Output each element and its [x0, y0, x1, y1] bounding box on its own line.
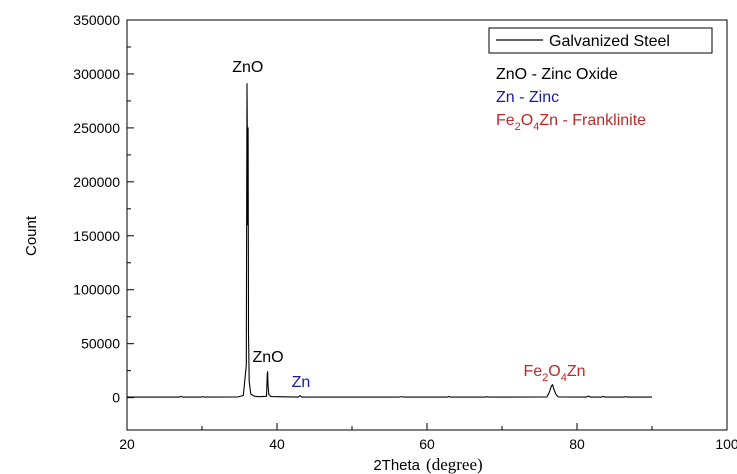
y-tick-label: 300000	[73, 66, 120, 82]
x-tick-label: 60	[419, 436, 435, 452]
x-tick-label: 20	[119, 436, 135, 452]
peak-label: ZnO	[232, 59, 263, 76]
x-tick-label: 40	[269, 436, 285, 452]
x-tick-label: 80	[569, 436, 585, 452]
y-tick-label: 100000	[73, 282, 120, 298]
legend-series-label: Galvanized Steel	[549, 33, 670, 50]
x-tick-label: 100	[715, 436, 737, 452]
legend-notes: ZnO - Zinc Oxide Zn - Zinc Fe2O4Zn - Frank…	[496, 66, 646, 133]
series-line	[127, 83, 652, 398]
series-layer	[127, 83, 652, 398]
peak-label: Zn	[292, 374, 311, 391]
legend-note: Zn - Zinc	[496, 89, 559, 106]
y-tick-label: 350000	[73, 12, 120, 28]
y-tick-label: 250000	[73, 120, 120, 136]
legend-note: Fe2O4Zn - Franklinite	[496, 112, 646, 133]
axis-ticks	[126, 19, 728, 430]
y-tick-label: 0	[112, 390, 120, 406]
plot-frame	[126, 19, 728, 431]
y-tick-label: 50000	[81, 336, 120, 352]
y-tick-label: 150000	[73, 228, 120, 244]
x-axis-title: 2Theta (degree)	[373, 455, 482, 474]
axis-tick-labels: 20 40 60 80 100 0 50000 100000 150000 200000 25000…	[73, 12, 737, 452]
legend-note: ZnO - Zinc Oxide	[496, 66, 618, 83]
y-axis-title: Count	[23, 215, 40, 256]
x-axis-title-unit: (degree)	[426, 455, 483, 474]
y-tick-label: 200000	[73, 174, 120, 190]
legend: Galvanized Steel	[488, 27, 713, 54]
peak-annotations: ZnO ZnO Zn Fe2O4Zn	[232, 59, 585, 391]
peak-label: Fe2O4Zn	[523, 363, 585, 384]
x-axis-title-main: 2Theta	[373, 457, 420, 474]
plot-border	[126, 19, 728, 431]
peak-label: ZnO	[252, 349, 283, 366]
